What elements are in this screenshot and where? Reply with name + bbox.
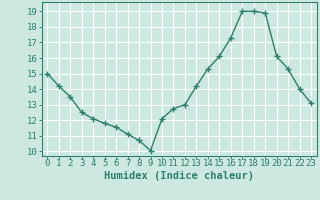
X-axis label: Humidex (Indice chaleur): Humidex (Indice chaleur) [104, 171, 254, 181]
